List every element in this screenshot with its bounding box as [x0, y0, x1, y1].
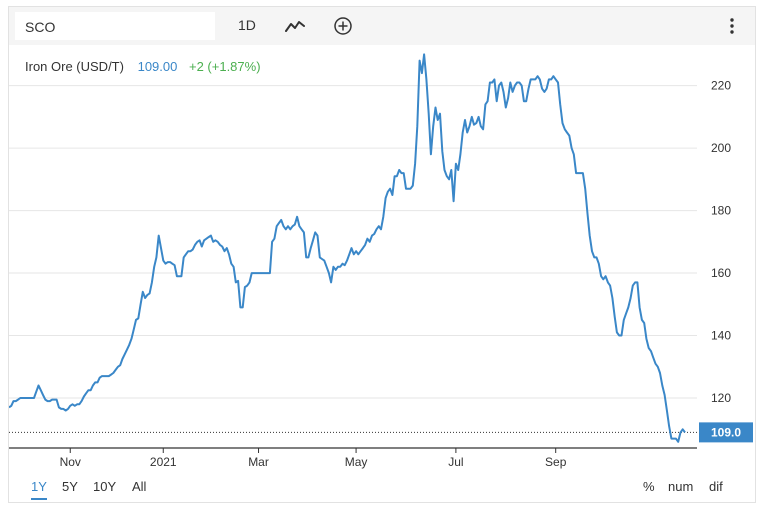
x-tick-label: May	[345, 455, 368, 469]
dif-button[interactable]: dif	[709, 479, 723, 494]
range-all-button[interactable]: All	[132, 479, 147, 494]
y-tick-label: 120	[711, 391, 731, 405]
x-axis-ticks: Nov 2021 Mar May Jul Sep	[60, 448, 567, 469]
percent-button[interactable]: %	[643, 479, 655, 494]
legend: Iron Ore (USD/T) 109.00 +2 (+1.87%)	[25, 59, 261, 74]
kebab-menu-icon[interactable]	[728, 17, 736, 40]
chart-toolbar: SCO 1D	[9, 7, 755, 45]
y-axis-ticks: 120 140 160 180 200 220	[711, 79, 731, 405]
interval-button[interactable]: 1D	[238, 17, 256, 33]
y-tick-label: 160	[711, 266, 731, 280]
price-chart[interactable]: 120 140 160 180 200 220 Nov 2021 Mar May Jul Sep 1…	[9, 7, 755, 475]
range-10y-button[interactable]: 10Y	[93, 479, 117, 494]
range-1y-button[interactable]: 1Y	[31, 479, 47, 500]
num-button[interactable]: num	[668, 479, 694, 494]
chart-widget: SCO 1D 120 140 160 180 200 220	[8, 6, 756, 503]
range-selector: 1Y 5Y 10Y All % num dif	[9, 475, 755, 503]
y-tick-label: 200	[711, 141, 731, 155]
line-chart-icon[interactable]	[285, 19, 305, 38]
x-tick-label: 2021	[150, 455, 177, 469]
grid-lines	[9, 85, 697, 399]
series-line	[9, 53, 686, 443]
x-tick-label: Sep	[545, 455, 567, 469]
x-tick-label: Mar	[248, 455, 269, 469]
last-price-label: 109.0	[699, 422, 753, 443]
y-tick-label: 220	[711, 79, 731, 93]
y-tick-label: 180	[711, 204, 731, 218]
x-tick-label: Nov	[60, 455, 81, 469]
y-tick-label: 140	[711, 329, 731, 343]
range-5y-button[interactable]: 5Y	[62, 479, 78, 494]
legend-value: 109.00	[138, 59, 178, 74]
legend-name: Iron Ore (USD/T)	[25, 59, 124, 74]
last-price-box	[699, 422, 753, 443]
last-price-text: 109.0	[711, 425, 741, 439]
legend-change: +2 (+1.87%)	[189, 59, 261, 74]
x-tick-label: Jul	[448, 455, 463, 469]
symbol-value: SCO	[25, 19, 56, 35]
symbol-input[interactable]: SCO	[15, 12, 215, 40]
plus-circle-icon[interactable]	[333, 16, 353, 41]
